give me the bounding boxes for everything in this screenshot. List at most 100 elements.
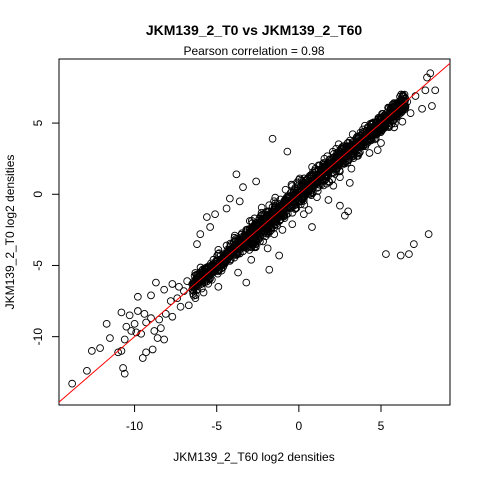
data-point bbox=[197, 284, 206, 293]
data-point bbox=[173, 294, 182, 303]
x-axis-label: JKM139_2_T60 log2 densities bbox=[173, 450, 334, 464]
y-tick-label: 0 bbox=[31, 191, 45, 198]
data-point bbox=[354, 132, 363, 141]
data-point bbox=[252, 177, 260, 186]
data-point bbox=[127, 327, 136, 335]
data-point bbox=[175, 282, 183, 291]
data-point bbox=[152, 278, 160, 287]
data-point bbox=[168, 280, 177, 288]
data-point bbox=[312, 168, 320, 176]
data-point bbox=[268, 134, 277, 143]
data-point bbox=[275, 251, 283, 260]
data-point bbox=[365, 149, 374, 157]
data-point bbox=[209, 262, 218, 271]
data-point bbox=[125, 311, 134, 320]
data-point bbox=[373, 146, 382, 154]
data-point bbox=[319, 181, 328, 190]
data-point bbox=[376, 115, 385, 123]
data-point bbox=[344, 156, 353, 164]
data-point bbox=[298, 178, 307, 187]
data-point bbox=[233, 243, 242, 252]
data-points bbox=[68, 69, 440, 388]
data-point bbox=[242, 278, 251, 287]
data-point bbox=[275, 202, 284, 211]
data-point bbox=[160, 335, 168, 344]
data-point bbox=[382, 250, 390, 258]
data-point bbox=[352, 138, 361, 146]
data-point bbox=[191, 294, 200, 303]
data-point bbox=[166, 297, 175, 305]
data-point bbox=[336, 201, 344, 210]
data-point bbox=[378, 109, 386, 118]
data-point bbox=[405, 250, 413, 258]
data-point bbox=[234, 268, 242, 277]
data-point bbox=[231, 241, 239, 249]
data-point bbox=[271, 204, 279, 212]
data-point bbox=[324, 177, 333, 186]
data-point bbox=[250, 243, 258, 252]
data-point bbox=[222, 204, 231, 213]
data-point bbox=[88, 347, 96, 355]
data-point bbox=[161, 310, 170, 318]
data-point bbox=[377, 139, 385, 147]
data-point bbox=[304, 206, 313, 214]
data-point bbox=[120, 335, 129, 344]
data-point bbox=[227, 248, 236, 257]
data-point bbox=[423, 73, 431, 82]
data-point bbox=[299, 210, 308, 219]
data-point bbox=[324, 196, 333, 204]
data-point bbox=[349, 151, 358, 160]
data-point bbox=[308, 223, 316, 231]
data-point bbox=[235, 197, 244, 206]
data-point bbox=[325, 155, 334, 164]
data-point bbox=[239, 183, 247, 191]
data-point bbox=[406, 109, 415, 117]
data-point bbox=[148, 345, 157, 354]
data-point bbox=[283, 147, 292, 156]
chart-subtitle: Pearson correlation = 0.98 bbox=[183, 44, 324, 58]
data-point bbox=[232, 170, 241, 179]
data-point bbox=[347, 164, 356, 173]
data-point bbox=[232, 251, 241, 259]
data-point bbox=[355, 149, 363, 158]
data-point bbox=[259, 237, 267, 246]
data-point bbox=[418, 104, 426, 113]
data-point bbox=[300, 193, 308, 202]
y-axis-label: JKM139_2_T0 log2 densities bbox=[3, 155, 17, 310]
data-point bbox=[332, 144, 340, 153]
y-tick-label: -10 bbox=[31, 328, 45, 346]
data-point bbox=[359, 142, 368, 150]
data-point bbox=[254, 225, 262, 233]
data-point bbox=[345, 179, 354, 187]
data-point bbox=[134, 292, 142, 301]
data-point bbox=[400, 97, 409, 105]
data-point bbox=[293, 180, 302, 189]
data-point bbox=[398, 92, 407, 101]
data-point bbox=[184, 301, 193, 310]
data-point bbox=[387, 103, 395, 112]
data-point bbox=[119, 364, 127, 372]
data-point bbox=[297, 182, 306, 190]
data-point bbox=[196, 230, 205, 238]
data-point bbox=[206, 223, 214, 231]
data-point bbox=[193, 240, 201, 248]
data-point bbox=[263, 244, 272, 253]
data-point bbox=[281, 185, 290, 194]
data-point bbox=[202, 275, 211, 284]
data-point bbox=[397, 108, 406, 117]
y-tick-label: 5 bbox=[31, 119, 45, 126]
data-point bbox=[276, 211, 284, 220]
data-point bbox=[386, 109, 395, 118]
data-point bbox=[168, 312, 177, 321]
data-point bbox=[256, 237, 264, 246]
data-point bbox=[120, 369, 129, 378]
data-point bbox=[220, 254, 229, 263]
data-point bbox=[288, 220, 297, 229]
x-tick-label: -5 bbox=[211, 419, 222, 433]
data-point bbox=[150, 327, 159, 335]
data-point bbox=[254, 232, 263, 241]
data-point bbox=[190, 282, 199, 291]
data-point bbox=[68, 379, 76, 388]
data-point bbox=[138, 354, 147, 362]
